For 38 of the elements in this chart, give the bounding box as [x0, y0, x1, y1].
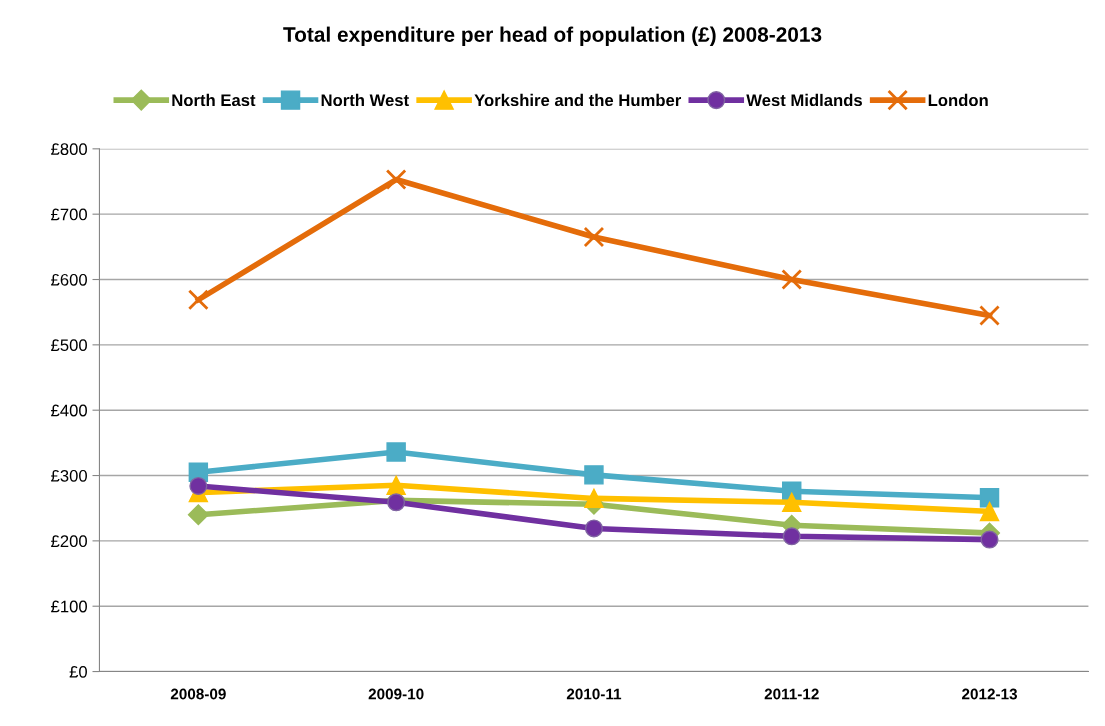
point [387, 493, 406, 512]
point [979, 305, 1000, 326]
point [979, 488, 1000, 508]
legend-label: Yorkshire and the Humber [474, 93, 682, 107]
legend-label: West Midlands [746, 93, 862, 107]
y-tick-label: £0 [69, 665, 87, 678]
point [187, 289, 209, 311]
point [187, 504, 209, 526]
point [584, 465, 604, 485]
point [781, 269, 803, 290]
y-tick-label: £400 [51, 404, 87, 417]
legend-label: North West [321, 93, 409, 107]
y-tick-label: £800 [51, 143, 87, 156]
x-tick-label: 2009-10 [368, 688, 424, 700]
y-tick-label: £200 [51, 535, 87, 548]
point [584, 488, 604, 509]
y-tick-label: £600 [51, 273, 87, 286]
y-tick-label: £100 [51, 600, 87, 613]
point [386, 442, 406, 462]
legend-label: London [928, 93, 988, 107]
point [584, 519, 603, 538]
x-tick-label: 2010-11 [566, 688, 622, 700]
y-tick-label: £500 [51, 339, 87, 352]
point [979, 501, 1000, 522]
point [980, 530, 999, 549]
legend-label: North East [172, 93, 256, 107]
x-tick-label: 2012-13 [962, 688, 1018, 700]
x-tick-label: 2011-12 [764, 688, 819, 700]
point [385, 169, 407, 190]
y-tick-label: £700 [51, 208, 87, 221]
point [782, 492, 802, 513]
point [189, 476, 208, 496]
x-tick-label: 2008-09 [170, 688, 226, 700]
point [583, 226, 605, 248]
chart-title: Total expenditure per head of population (£) 2008-2013 [283, 26, 822, 47]
point [782, 527, 801, 546]
y-tick-label: £300 [51, 469, 87, 482]
point [386, 475, 406, 496]
